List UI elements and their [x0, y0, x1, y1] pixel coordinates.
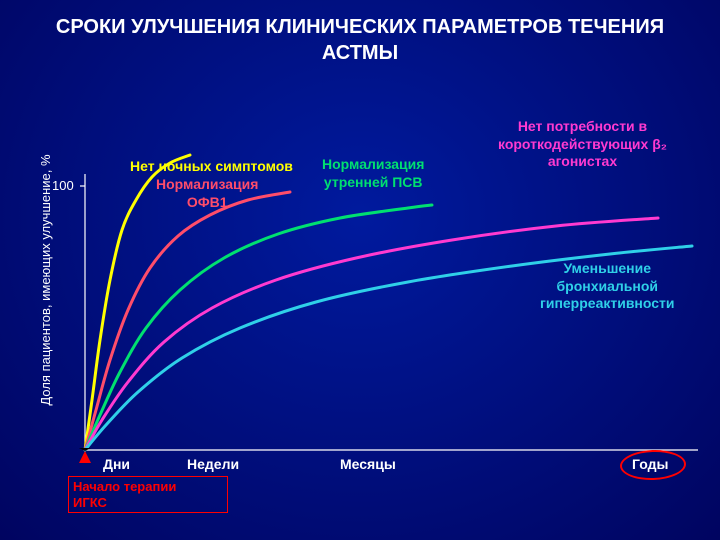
- label-morning-pef: Нормализация утренней ПСВ: [322, 156, 424, 191]
- slide-root: СРОКИ УЛУЧШЕНИЯ КЛИНИЧЕСКИХ ПАРАМЕТРОВ Т…: [0, 0, 720, 540]
- x-label-months: Месяцы: [340, 456, 396, 472]
- y-tick-100: 100: [52, 178, 74, 193]
- start-arrow-icon: [79, 448, 91, 463]
- label-bhr: Уменьшение бронхиальной гиперреактивност…: [540, 260, 675, 313]
- curve-morning_pef: [85, 205, 432, 450]
- start-therapy-box: Начало терапии ИГКС: [68, 476, 228, 513]
- label-no-night-symptoms: Нет ночных симптомов: [130, 158, 293, 176]
- label-fev1: Нормализация ОФВ1: [156, 176, 258, 211]
- x-label-weeks: Недели: [187, 456, 239, 472]
- label-no-saba: Нет потребности в короткодействующих β₂ …: [498, 118, 667, 171]
- curve-no_saba_need: [85, 218, 658, 450]
- x-label-days: Дни: [103, 456, 130, 472]
